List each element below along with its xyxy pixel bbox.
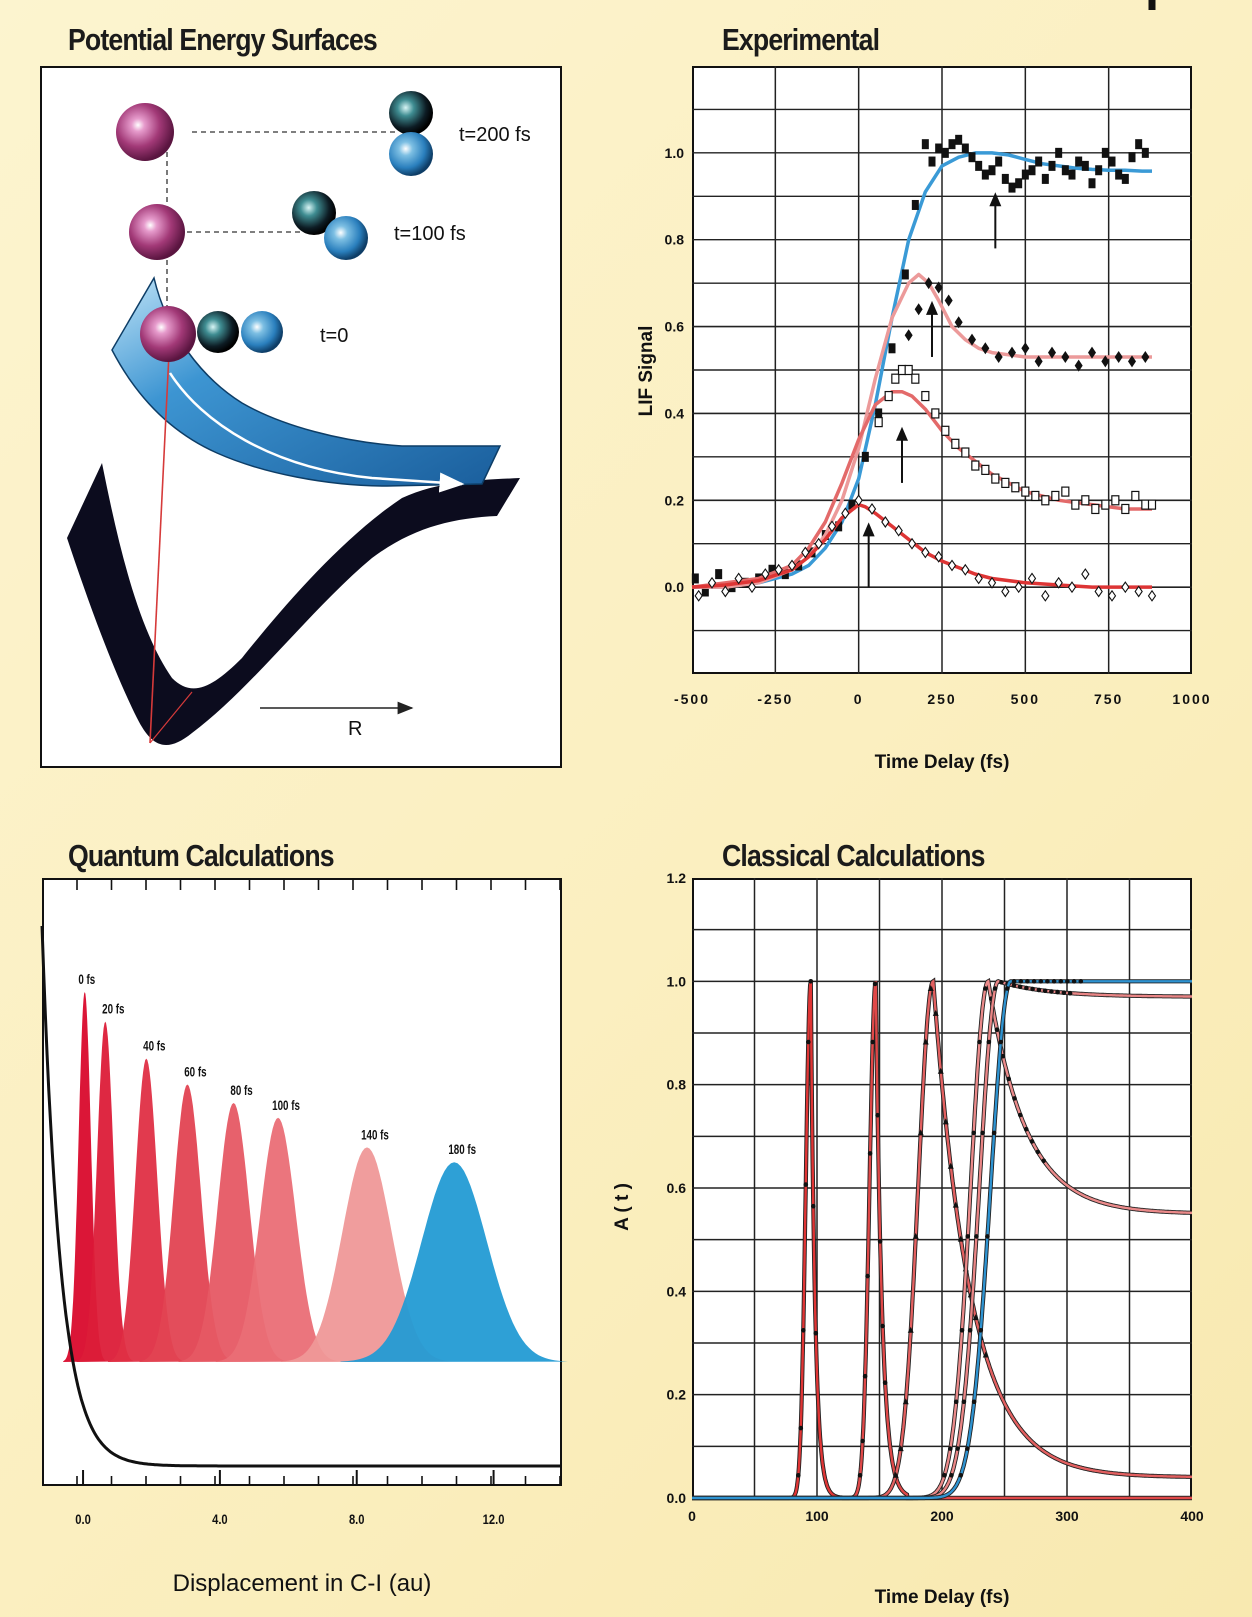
classical-data-point (949, 1473, 954, 1478)
classical-data-point (962, 1400, 967, 1405)
classical-data-point (1039, 979, 1044, 984)
classical-data-point (1032, 979, 1037, 984)
classical-data-point (1079, 979, 1084, 984)
classical-data-point (999, 980, 1004, 985)
classical-data-point (1005, 986, 1010, 991)
classical-data-point (974, 1234, 979, 1239)
classical-ytick-label: 1.2 (667, 870, 687, 886)
classical-data-point (992, 1131, 997, 1136)
classical-data-point (979, 1328, 984, 1333)
classical-data-point (811, 1204, 816, 1209)
classical-data-point (868, 1151, 873, 1156)
classical-data-point (1043, 989, 1048, 994)
classical-data-point (1055, 990, 1060, 995)
classical-data-point (1036, 1150, 1041, 1155)
classical-data-point (873, 982, 878, 987)
classical-data-point (999, 1040, 1004, 1045)
classical-data-point (1052, 979, 1057, 984)
classical-xtick-label: 100 (805, 1508, 829, 1524)
classical-data-point (995, 1027, 1000, 1032)
classical-data-point (806, 1040, 811, 1045)
classical-data-point (1024, 986, 1029, 991)
classical-data-point (942, 1473, 947, 1478)
classical-ylabel: A ( t ) (612, 1162, 634, 1252)
classical-data-point (796, 1473, 801, 1478)
classical-data-point (968, 1328, 973, 1333)
classical-data-point (948, 1446, 953, 1451)
classical-data-point (878, 1239, 883, 1244)
classical-data-point (809, 979, 814, 984)
classical-data-point (799, 1426, 804, 1431)
classical-data-point (1012, 1096, 1017, 1101)
classical-data-point (1024, 1127, 1029, 1132)
classical-data-point (883, 1380, 888, 1385)
classical-data-point (814, 1331, 819, 1336)
classical-data-point (863, 1374, 868, 1379)
classical-ytick-label: 0.6 (667, 1180, 687, 1196)
classical-data-point (954, 1400, 959, 1405)
classical-ytick-label: 1.0 (667, 973, 687, 989)
classical-data-point (860, 1439, 865, 1444)
classical-data-point (985, 1234, 990, 1239)
classical-data-point (1025, 979, 1030, 984)
classical-data-point (1041, 1159, 1046, 1164)
classical-ytick-label: 0.0 (667, 1490, 687, 1506)
classical-ytick-label: 0.4 (667, 1283, 687, 1299)
classical-data-point (966, 1234, 971, 1239)
classical-data-point (804, 1182, 809, 1187)
classical-data-point (1018, 1113, 1023, 1118)
classical-data-point (880, 1324, 885, 1329)
classical-data-point (1049, 989, 1054, 994)
classical-data-point (870, 1040, 875, 1045)
classical-data-point (875, 1113, 880, 1118)
classical-data-point (858, 1473, 863, 1478)
classical-data-point (983, 986, 988, 991)
classical-xtick-label: 200 (930, 1508, 954, 1524)
classical-data-point (1072, 979, 1077, 984)
classical-data-point (959, 1473, 964, 1478)
classical-data-point (955, 1446, 960, 1451)
classical-data-point (801, 1328, 806, 1333)
classical-ytick-label: 0.2 (667, 1387, 687, 1403)
classical-data-point (1030, 1139, 1035, 1144)
classical-data-point (1068, 991, 1073, 996)
classical-data-point (1037, 988, 1042, 993)
classical-data-point (1059, 979, 1064, 984)
classical-xlabel: Time Delay (fs) (692, 1587, 1192, 1609)
classical-data-point (977, 1040, 982, 1045)
classical-data-point (1019, 979, 1024, 984)
classical-data-point (987, 1040, 992, 1045)
classical-data-point (1012, 979, 1017, 984)
classical-xtick-label: 0 (688, 1508, 696, 1524)
classical-data-point (1018, 985, 1023, 990)
classical-data-point (980, 1131, 985, 1136)
classical-data-point (965, 1446, 970, 1451)
classical-data-point (865, 1274, 870, 1279)
classical-data-point (1065, 979, 1070, 984)
classical-xtick-label: 400 (1180, 1508, 1204, 1524)
classical-data-point (1006, 1077, 1011, 1082)
classical-data-point (960, 1328, 965, 1333)
classical-ytick-label: 0.8 (667, 1077, 687, 1093)
classical-data-point (993, 986, 998, 991)
classical-data-point (1045, 979, 1050, 984)
classical-data-point (971, 1131, 976, 1136)
classical-data-point (1062, 990, 1067, 995)
classical-data-point (972, 1400, 977, 1405)
classical-data-point (1012, 983, 1017, 988)
classical-data-point (1030, 987, 1035, 992)
classical-xtick-label: 300 (1055, 1508, 1079, 1524)
